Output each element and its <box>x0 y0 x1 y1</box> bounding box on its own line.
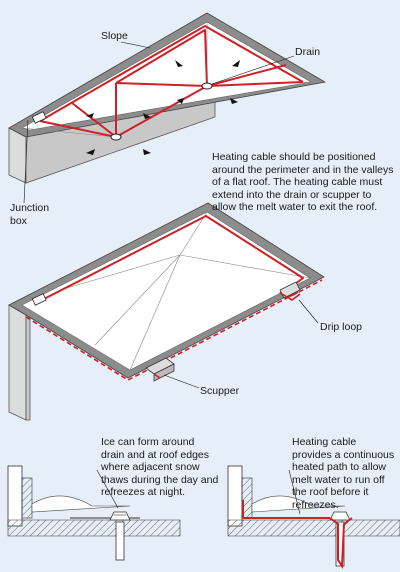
drain-icon <box>110 133 122 141</box>
roof-1 <box>8 12 327 204</box>
roof-2-leaders <box>163 299 319 389</box>
roof-2-edge-cable <box>25 279 323 381</box>
drain-icon <box>201 82 213 90</box>
slope-arrow-icon <box>175 60 183 67</box>
drain-label: Drain <box>295 46 321 58</box>
drip-loop-label: Drip loop <box>320 321 363 333</box>
cable-note-text: Heating cable provides a continuous heat… <box>292 436 395 511</box>
slope-arrow-icon <box>177 98 184 104</box>
heating-cable-drain-loop <box>329 517 353 570</box>
junction-box-icon <box>31 293 47 306</box>
detail-heated <box>227 465 400 570</box>
slope-arrow-icon <box>232 60 240 67</box>
slope-arrow-icon <box>143 113 151 119</box>
roof-1-heating-cable <box>39 25 304 138</box>
roof-1-slope-arrows <box>86 60 240 155</box>
ice-note-text: Ice can form around drain and at roof ed… <box>101 436 219 498</box>
slope-arrow-icon <box>230 98 238 104</box>
roof-2-front-post <box>25 314 31 421</box>
instructions-text: Heating cable should be positioned aroun… <box>212 151 394 213</box>
roof-2-left-side <box>8 304 27 421</box>
roof-1-leaders <box>23 41 295 204</box>
slope-arrow-icon <box>86 113 94 118</box>
junction-box-icon <box>31 111 47 124</box>
roof-2 <box>8 202 325 421</box>
scupper-icon <box>145 357 175 382</box>
detail-ice <box>7 465 181 561</box>
heating-cable-path <box>242 500 330 519</box>
junction-box-label: Junction box <box>10 202 50 227</box>
slope-label: Slope <box>101 30 128 42</box>
drain-icon <box>109 511 131 561</box>
drip-loop-scupper <box>279 281 301 301</box>
roof-deck-section <box>227 519 400 537</box>
roof-deck-section <box>7 519 181 537</box>
snow-drift <box>31 495 131 513</box>
slope-arrow-icon <box>86 149 95 155</box>
roof-1-left-side <box>8 127 27 184</box>
slope-arrow-icon <box>143 149 151 155</box>
scupper-label: Scupper <box>200 385 240 397</box>
roof-2-valley-lines <box>21 211 311 371</box>
roof-1-drains <box>110 82 213 141</box>
snow-drift <box>251 495 346 513</box>
